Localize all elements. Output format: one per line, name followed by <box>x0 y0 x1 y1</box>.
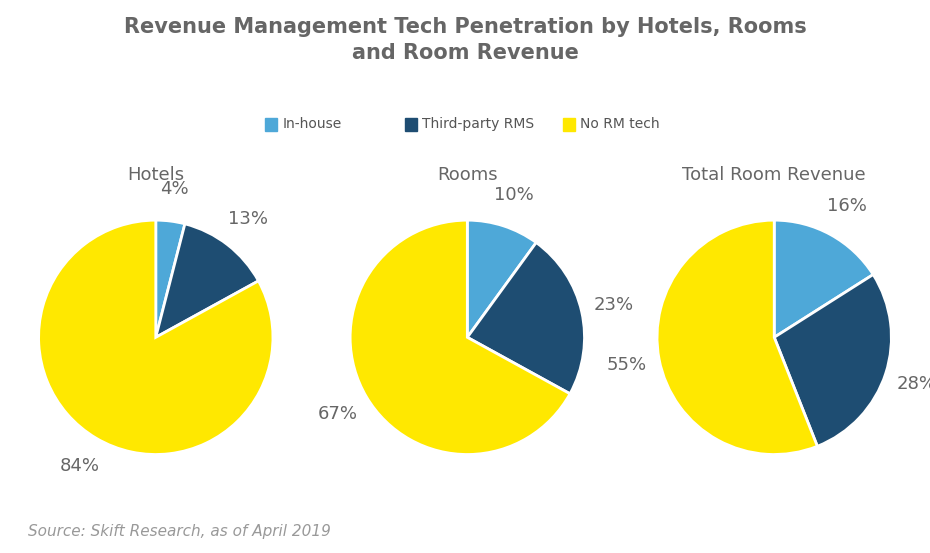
Wedge shape <box>155 220 185 337</box>
Text: Source: Skift Research, as of April 2019: Source: Skift Research, as of April 2019 <box>28 524 331 539</box>
Wedge shape <box>774 274 891 446</box>
Text: 84%: 84% <box>60 457 100 476</box>
Text: 13%: 13% <box>228 210 268 228</box>
Text: 55%: 55% <box>607 357 647 374</box>
Text: 23%: 23% <box>593 296 633 314</box>
Wedge shape <box>774 220 873 337</box>
Text: 4%: 4% <box>160 180 189 197</box>
Title: Hotels: Hotels <box>127 166 184 184</box>
Text: 28%: 28% <box>897 375 930 393</box>
Text: In-house: In-house <box>283 117 342 132</box>
Text: 16%: 16% <box>827 197 867 215</box>
Title: Total Room Revenue: Total Room Revenue <box>683 166 866 184</box>
Title: Rooms: Rooms <box>437 166 498 184</box>
Text: 67%: 67% <box>318 405 358 422</box>
Text: Revenue Management Tech Penetration by Hotels, Rooms
and Room Revenue: Revenue Management Tech Penetration by H… <box>124 17 806 63</box>
Wedge shape <box>350 220 570 455</box>
Wedge shape <box>156 224 259 337</box>
Wedge shape <box>467 220 537 337</box>
Text: No RM tech: No RM tech <box>580 117 660 132</box>
Wedge shape <box>39 220 272 455</box>
Text: Third-party RMS: Third-party RMS <box>422 117 535 132</box>
Wedge shape <box>467 243 584 394</box>
Text: 10%: 10% <box>494 186 534 204</box>
Wedge shape <box>658 220 817 455</box>
